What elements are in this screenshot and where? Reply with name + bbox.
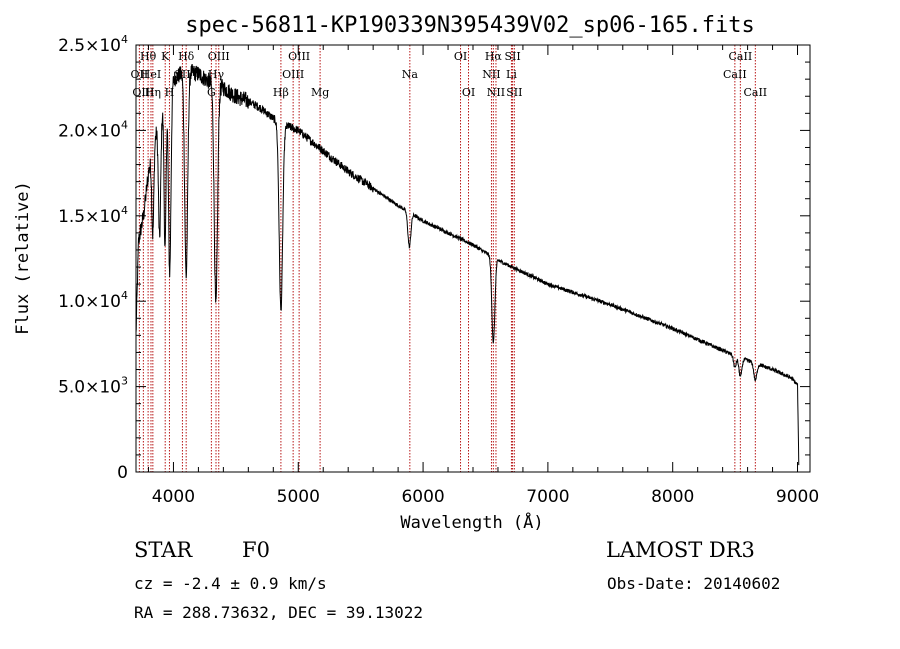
y-tick-exponent: 4 [121,33,128,46]
line-marker-label: CaII [723,68,747,81]
x-tick-label: 9000 [776,487,819,507]
line-marker-label: OI [462,86,475,99]
y-tick-label: 1.0×104 [58,289,128,312]
y-tick-mantissa: 1.0×10 [58,292,121,312]
line-marker-label: Hα [485,50,503,63]
line-marker-label: CaII [743,86,767,99]
line-marker-label: SII [504,50,520,63]
line-marker-label: K [161,50,170,63]
y-tick-exponent: 3 [121,375,128,388]
y-tick-label: 2.5×104 [58,33,128,56]
y-tick-exponent: 4 [121,204,128,217]
line-marker-label: Mg [311,86,329,99]
y-tick-label: 1.5×104 [58,204,128,227]
line-markers [138,45,756,472]
y-tick-exponent: 4 [121,118,128,131]
y-tick-mantissa: 0 [117,463,128,483]
line-marker-label: Li [506,68,517,81]
spectrum-line [135,63,800,466]
line-marker-label: OIII [282,68,304,81]
line-marker-label: OIII [288,50,310,63]
survey-name: LAMOST DR3 [606,538,755,562]
plot-frame [135,44,811,473]
x-tick-label: 8000 [651,487,694,507]
y-tick-label: 0 [117,463,128,483]
x-tick-label: 5000 [277,487,320,507]
redshift-cz: cz = -2.4 ± 0.9 km/s [134,574,327,593]
line-marker-label: SII [506,86,522,99]
line-marker-label: Hδ [178,50,195,63]
line-marker-label: OII [131,68,149,81]
axes: 4000 5000 6000 7000 8000 900005.0×1031.0×1041… [58,33,819,507]
line-marker-label: Hη [145,86,161,99]
chart-title: spec-56811-KP190339N395439V02_sp06-165.f… [185,13,755,38]
line-marker-label: OIII [208,50,230,63]
line-marker-label: NII [482,68,500,81]
y-tick-mantissa: 2.5×10 [58,36,121,56]
x-tick-label: 7000 [526,487,569,507]
line-marker-label: Hθ [140,50,157,63]
y-axis-label: Flux (relative) [13,181,33,335]
y-tick-label: 5.0×103 [58,375,128,398]
object-class: STAR [134,538,193,562]
x-axis-label: Wavelength (Å) [400,511,543,533]
line-marker-label: OIII [132,86,154,99]
line-marker-label: NII [487,86,505,99]
line-marker-label: H [165,86,175,99]
coordinates: RA = 288.73632, DEC = 39.13022 [134,603,423,622]
y-tick-label: 2.0×104 [58,118,128,141]
y-tick-mantissa: 1.5×10 [58,207,121,227]
line-marker-label: HeI [141,68,161,81]
line-marker-label: Hβ [273,86,289,99]
y-tick-exponent: 4 [121,289,128,302]
line-marker-label: Hγ [208,68,225,81]
line-marker-label: SII [174,68,190,81]
spectral-subclass: F0 [242,538,270,562]
line-marker-label: CaII [729,50,753,63]
line-marker-label: G [207,86,216,99]
spectrum-series [135,63,800,466]
x-tick-label: 6000 [401,487,444,507]
y-tick-mantissa: 2.0×10 [58,121,121,141]
line-marker-label: OI [454,50,467,63]
line-marker-label: Na [402,68,419,81]
y-tick-mantissa: 5.0×10 [58,378,121,398]
x-tick-label: 4000 [152,487,195,507]
observation-date: Obs-Date: 20140602 [607,574,781,593]
